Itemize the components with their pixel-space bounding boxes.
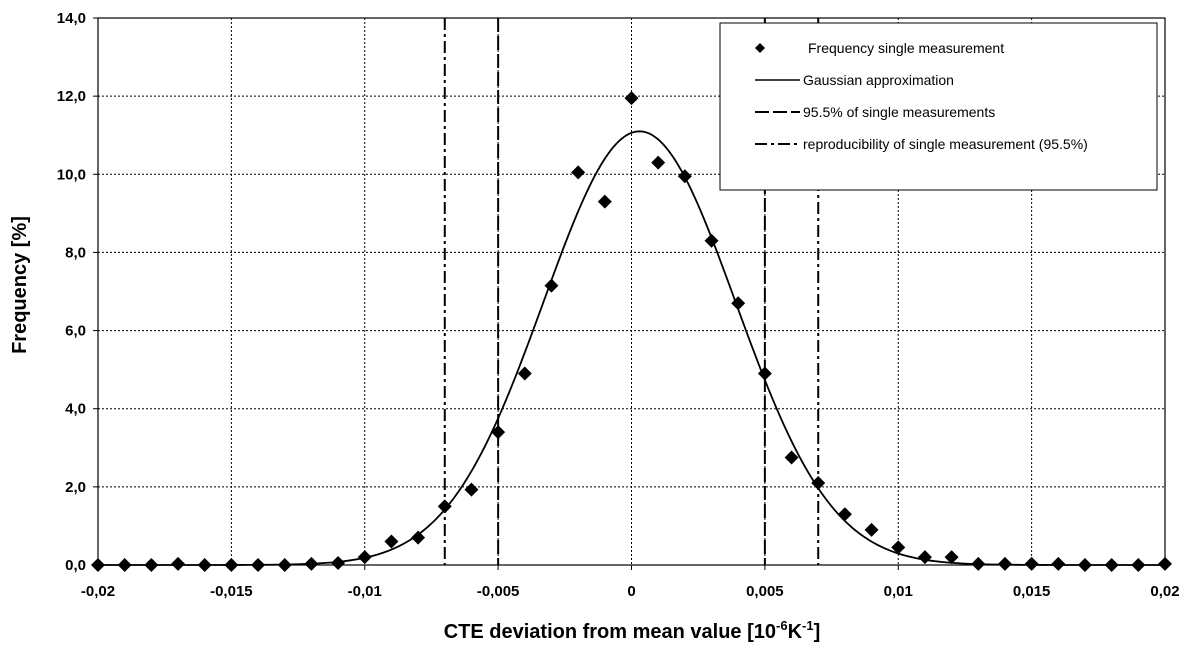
legend-label: 95.5% of single measurements bbox=[803, 104, 995, 120]
legend-item: Gaussian approximation bbox=[755, 72, 954, 88]
x-tick-label: 0,015 bbox=[1013, 583, 1051, 600]
data-point bbox=[917, 550, 932, 565]
x-tick-label: 0,005 bbox=[746, 583, 784, 600]
data-point bbox=[411, 530, 426, 545]
y-tick-label: 12,0 bbox=[57, 88, 86, 105]
x-axis-title-sup1: -6 bbox=[776, 618, 788, 633]
y-tick-label: 0,0 bbox=[65, 557, 86, 574]
x-tick-label: 0 bbox=[627, 583, 635, 600]
legend-item: Frequency single measurement bbox=[755, 40, 1004, 56]
legend-marker bbox=[755, 43, 765, 53]
data-point bbox=[437, 499, 452, 514]
data-point bbox=[784, 450, 799, 465]
x-tick-label: -0,015 bbox=[210, 583, 253, 600]
data-point bbox=[1024, 556, 1039, 571]
data-point bbox=[837, 507, 852, 522]
data-point bbox=[331, 556, 346, 571]
x-tick-label: -0,005 bbox=[477, 583, 520, 600]
data-point bbox=[677, 169, 692, 184]
data-point bbox=[171, 556, 186, 571]
legend-label: reproducibility of single measurement (9… bbox=[803, 136, 1088, 152]
data-point bbox=[891, 540, 906, 555]
x-tick-label: -0,02 bbox=[81, 583, 115, 600]
legend-label: Gaussian approximation bbox=[803, 72, 954, 88]
legend-box bbox=[719, 22, 1158, 191]
data-point bbox=[864, 522, 879, 537]
legend-item: 95.5% of single measurements bbox=[755, 104, 995, 120]
x-axis-title: CTE deviation from mean value [10-6K-1] bbox=[444, 618, 821, 643]
y-axis-title: Frequency [%] bbox=[9, 216, 31, 354]
x-tick-labels: -0,02 -0,015 -0,01 -0,005 0 0,005 0,01 0,015 0,0… bbox=[81, 583, 1180, 600]
x-axis-title-sup2: -1 bbox=[802, 618, 814, 633]
data-point bbox=[944, 550, 959, 565]
x-axis-title-mid: K bbox=[788, 621, 803, 643]
y-tick-label: 6,0 bbox=[65, 323, 86, 340]
data-point bbox=[571, 165, 586, 180]
legend-items: Frequency single measurement Gaussian app… bbox=[755, 40, 1088, 152]
data-point bbox=[597, 194, 612, 209]
data-point bbox=[651, 155, 666, 170]
data-point bbox=[811, 475, 826, 490]
y-tick-label: 10,0 bbox=[57, 166, 86, 183]
x-tick-label: 0,02 bbox=[1150, 583, 1179, 600]
data-point bbox=[997, 556, 1012, 571]
data-point bbox=[624, 91, 639, 106]
y-tick-label: 2,0 bbox=[65, 479, 86, 496]
data-point bbox=[971, 556, 986, 571]
legend-item: reproducibility of single measurement (9… bbox=[755, 136, 1088, 152]
x-tick-label: 0,01 bbox=[884, 583, 913, 600]
data-point bbox=[491, 425, 506, 440]
y-tick-labels: 0,0 2,0 4,0 6,0 8,0 10,0 12,0 14,0 bbox=[57, 10, 86, 574]
data-point bbox=[704, 233, 719, 248]
data-point bbox=[757, 366, 772, 381]
data-point bbox=[357, 550, 372, 565]
data-point bbox=[517, 366, 532, 381]
data-point bbox=[464, 482, 479, 497]
x-axis-title-end: ] bbox=[814, 621, 821, 643]
data-point bbox=[384, 534, 399, 549]
data-point bbox=[731, 296, 746, 311]
legend: Frequency single measurement Gaussian app… bbox=[719, 22, 1158, 191]
legend-label: Frequency single measurement bbox=[808, 40, 1004, 56]
data-point bbox=[304, 556, 319, 571]
y-tick-label: 14,0 bbox=[57, 10, 86, 27]
x-tick-label: -0,01 bbox=[348, 583, 382, 600]
y-tick-label: 8,0 bbox=[65, 244, 86, 261]
y-tick-label: 4,0 bbox=[65, 401, 86, 418]
x-axis-title-main: CTE deviation from mean value [10 bbox=[444, 621, 776, 643]
data-point bbox=[544, 278, 559, 293]
plot-area-frame bbox=[93, 17, 1166, 570]
data-point bbox=[1051, 556, 1066, 571]
